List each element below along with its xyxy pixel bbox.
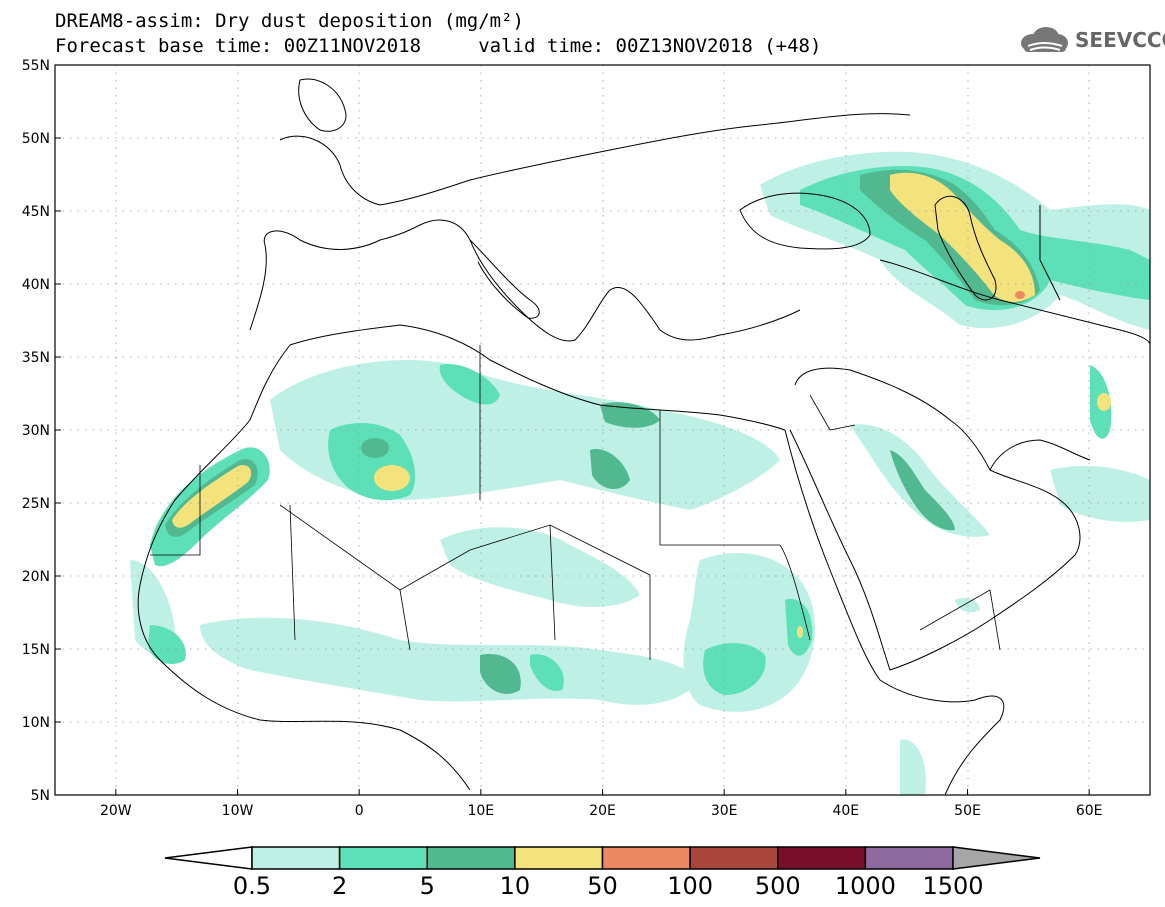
colorbar-segment — [251, 846, 341, 870]
lon-tick-label: 40E — [832, 803, 859, 819]
colorbar-label: 0.5 — [233, 872, 271, 900]
lat-tick-label: 20N — [22, 569, 50, 585]
lat-tick-label: 35N — [22, 350, 50, 366]
lon-tick-label: 60E — [1076, 803, 1103, 819]
lon-tick-label: 0 — [355, 803, 364, 819]
lat-tick-label: 5N — [31, 788, 50, 804]
lat-tick-label: 40N — [22, 277, 50, 293]
colorbar-segment — [777, 846, 867, 870]
colorbar-segment — [338, 846, 428, 870]
seevccc-logo: SEEVCCC — [1018, 26, 1165, 54]
borders — [150, 345, 1001, 660]
lat-tick-label: 10N — [22, 715, 50, 731]
colorbar-segment — [601, 846, 691, 870]
colorbar-under-triangle — [164, 846, 253, 870]
lon-tick-label: 50E — [954, 803, 981, 819]
lon-tick-label: 10E — [467, 803, 494, 819]
lon-tick-label: 20W — [100, 803, 132, 819]
colorbar-label: 100 — [667, 872, 713, 900]
colorbar-over-triangle — [952, 846, 1041, 870]
lat-tick-label: 15N — [22, 642, 50, 658]
colorbar-label: 5 — [420, 872, 435, 900]
dust-shading — [130, 151, 1150, 795]
chart-title: DREAM8-assim: Dry dust deposition (mg/m²… — [55, 10, 524, 32]
colorbar-label: 500 — [755, 872, 801, 900]
colorbar-segment — [864, 846, 954, 870]
longitude-axis: 20W 10W 0 10E 20E 30E 40E 50E 60E — [100, 789, 1103, 819]
lat-tick-label: 45N — [22, 204, 50, 220]
colorbar-label: 2 — [332, 872, 347, 900]
colorbar-label: 10 — [500, 872, 531, 900]
logo-text: SEEVCCC — [1075, 28, 1165, 52]
lat-tick-label: 50N — [22, 131, 50, 147]
lon-tick-label: 30E — [711, 803, 738, 819]
colorbar-segment — [426, 846, 516, 870]
latitude-axis: 55N 50N 45N 40N 35N 30N 25N 20N 15N 10N 5N — [22, 58, 61, 804]
colorbar: 0.5 2 5 10 50 100 500 1000 1500 — [164, 846, 1041, 900]
colorbar-label: 50 — [587, 872, 618, 900]
cloud-icon — [1021, 27, 1068, 52]
colorbar-label: 1500 — [922, 872, 983, 900]
colorbar-label: 1000 — [835, 872, 896, 900]
lon-tick-label: 20E — [589, 803, 616, 819]
graticule — [55, 65, 1150, 795]
chart-subtitle: Forecast base time: 00Z11NOV2018 valid t… — [55, 35, 822, 57]
lat-tick-label: 30N — [22, 423, 50, 439]
map-area — [55, 65, 1150, 795]
lat-tick-label: 55N — [22, 58, 50, 74]
lon-tick-label: 10W — [222, 803, 254, 819]
colorbar-segment — [689, 846, 779, 870]
lat-tick-label: 25N — [22, 496, 50, 512]
colorbar-segment — [514, 846, 604, 870]
